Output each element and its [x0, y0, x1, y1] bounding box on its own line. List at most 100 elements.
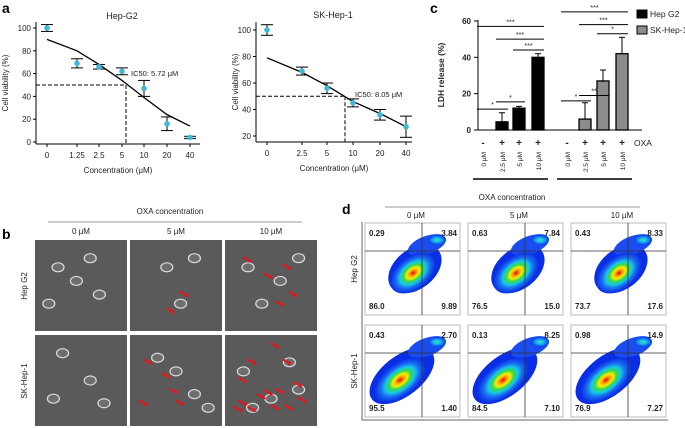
- data-point: [141, 85, 147, 92]
- cell: [255, 298, 269, 309]
- arrow-head: [280, 389, 285, 394]
- y-axis-label: Cell viability (%): [231, 53, 240, 110]
- cell: [160, 262, 174, 273]
- quadrant-percent: 0.29: [369, 229, 385, 238]
- arrow-head: [166, 374, 171, 379]
- data-point: [44, 25, 50, 31]
- ic50-label: IC50: 8.05 μM: [355, 90, 402, 99]
- significance-mark: **: [591, 88, 597, 95]
- x-tick-label: 20: [376, 149, 385, 158]
- arrow-head: [180, 401, 185, 406]
- x-axis-label: Concentration (μM): [84, 166, 153, 175]
- concentration-label: 5 μM: [601, 152, 608, 167]
- x-tick-label: 10: [349, 149, 358, 158]
- bar: [531, 56, 545, 131]
- upper-population-core: [634, 337, 652, 347]
- red-arrow: [165, 307, 174, 313]
- quadrant-percent: 8.33: [647, 229, 663, 238]
- population-density: [596, 252, 642, 294]
- row-label: Hep G2: [350, 255, 359, 283]
- quadrant-percent: 0.43: [575, 229, 591, 238]
- concentration-label: 0 μM: [565, 152, 572, 167]
- red-arrow: [256, 393, 265, 399]
- concentration-label: 2.5 μM: [500, 152, 507, 172]
- x-tick-label: 5: [120, 151, 125, 160]
- fit-curve: [46, 38, 191, 127]
- y-tick-label: 100: [238, 26, 252, 35]
- significance-mark: *: [509, 95, 512, 102]
- red-arrow: [142, 358, 151, 365]
- column-header: OXA concentration: [137, 207, 204, 216]
- red-arrow: [242, 256, 251, 262]
- micrograph: [130, 335, 222, 426]
- micrograph: [35, 240, 127, 331]
- red-arrow: [297, 396, 306, 403]
- flow-plot: 0.43 8.33 73.7 17.6: [570, 222, 667, 316]
- quadrant-percent: 76.5: [472, 302, 488, 311]
- quadrant-percent: 0.13: [472, 331, 488, 340]
- arrow-head: [238, 408, 243, 413]
- bar: [615, 53, 629, 131]
- legend-label: SK-Hep-1: [650, 25, 685, 35]
- panel-label-d: d: [342, 201, 351, 217]
- y-tick-label: 80: [22, 47, 31, 56]
- x-tick-label: 2.5: [93, 151, 105, 160]
- red-arrow: [263, 272, 272, 279]
- fit-curve: [266, 57, 407, 128]
- y-tick-label: 100: [18, 24, 32, 33]
- bar: [578, 118, 592, 131]
- cell: [187, 389, 201, 400]
- red-arrow: [247, 405, 256, 412]
- population-density: [390, 252, 436, 294]
- x-tick-label: 5: [325, 149, 330, 158]
- data-point: [187, 134, 193, 141]
- column-label: 0 μM: [407, 211, 425, 220]
- row-label: SK-Hep-1: [20, 363, 29, 399]
- arrow-head: [243, 379, 248, 383]
- significance-mark: *: [611, 27, 614, 34]
- y-tick-label: 20: [22, 115, 31, 124]
- quadrant-percent: 2.70: [441, 331, 457, 340]
- oxa-sign: +: [582, 138, 588, 149]
- significance-mark: *: [491, 102, 494, 109]
- cell: [241, 262, 255, 273]
- column-label: 10 μM: [260, 227, 283, 236]
- population-density: [477, 357, 529, 403]
- x-tick-label: 40: [402, 149, 411, 158]
- bar: [512, 107, 526, 131]
- significance-mark: ***: [590, 5, 598, 12]
- upper-population-core: [531, 337, 549, 347]
- arrow-head: [294, 293, 298, 298]
- arrow-head: [275, 344, 280, 349]
- significance-mark: ***: [599, 18, 607, 25]
- arrow-head: [303, 399, 308, 404]
- red-arrow: [274, 299, 283, 306]
- x-tick-label: 0: [265, 149, 270, 158]
- red-arrow: [175, 399, 184, 406]
- population-density: [493, 252, 539, 294]
- data-point: [264, 27, 270, 33]
- data-point: [164, 120, 170, 127]
- cell: [201, 402, 215, 413]
- micrograph: [225, 240, 317, 331]
- x-tick-label: 2.5: [296, 149, 308, 158]
- legend-swatch: [636, 25, 648, 35]
- y-tick-label: 40: [462, 53, 471, 62]
- upper-population-core: [634, 235, 652, 245]
- cell: [83, 375, 97, 386]
- y-tick-label: 40: [242, 106, 251, 115]
- quadrant-percent: 0.98: [575, 331, 591, 340]
- panel-label-c: c: [430, 0, 438, 16]
- quadrant-percent: 86.0: [369, 302, 385, 311]
- micrograph: [35, 335, 127, 426]
- red-arrow: [237, 376, 246, 383]
- row-label: Hep G2: [20, 272, 29, 300]
- flow-plot: 0.43 2.70 95.5 1.40: [364, 324, 461, 418]
- micrograph-image: [35, 240, 127, 331]
- cell: [46, 393, 61, 404]
- cell: [151, 352, 165, 363]
- legend-label: Hep G2: [650, 9, 680, 19]
- data-point: [324, 85, 330, 92]
- data-point: [96, 63, 102, 70]
- data-point: [377, 112, 383, 118]
